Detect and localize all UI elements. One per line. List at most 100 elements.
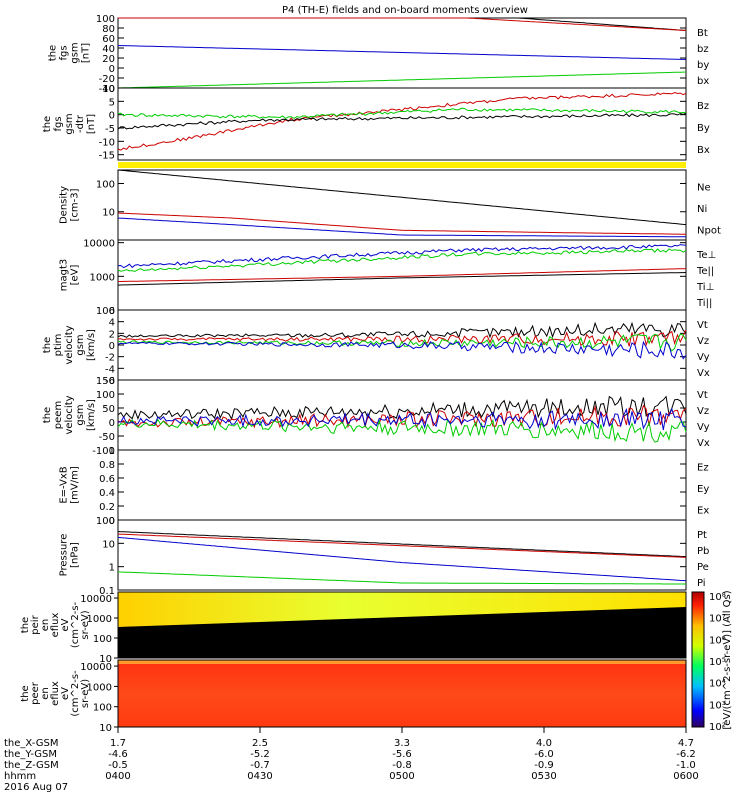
y-tick-label: 0.2 [99, 502, 115, 513]
legend-entry: bz [697, 44, 709, 55]
x-row-value: -0.5 [108, 760, 128, 771]
x-row-value: 4.0 [536, 738, 552, 749]
x-row-value: 4.7 [678, 738, 694, 749]
y-tick-label: 2 [109, 329, 115, 340]
legend-entry: Ti⊥ [696, 282, 714, 293]
legend-entry: Bx [697, 145, 710, 156]
legend-entry: Vy [697, 422, 710, 433]
legend-entry: Vt [697, 390, 708, 401]
x-row-value: -0.7 [250, 760, 270, 771]
x-row-value: -6.2 [676, 749, 696, 760]
series-Pe [117, 571, 686, 585]
series-Ni [117, 169, 687, 226]
y-axis-label: E=-VxB [59, 466, 70, 503]
y-tick-label: 150 [96, 376, 115, 387]
x-axis: the_X-GSM 1.7 2.5 3.3 4.0 4.7 the_Y-GSM -4.6 -5.… [4, 727, 699, 793]
y-axis-label: [eV] [70, 265, 81, 286]
series-Npot [117, 217, 686, 238]
legend-entry: bx [697, 76, 709, 87]
series-bx [117, 45, 687, 60]
x-row-value: 1.7 [110, 738, 126, 749]
y-tick-label: 10 [99, 654, 112, 665]
y-tick-label: 60 [102, 34, 115, 45]
panel-4: 100 1000 10000 magt3 [eV] Te⊥ Te|| Ti⊥ Ti|| [59, 239, 717, 317]
y-axis-label: peir [30, 614, 41, 634]
legend-entry: Pe [697, 562, 709, 573]
y-tick-label: 10000 [83, 239, 115, 250]
x-row-value: 3.3 [394, 738, 410, 749]
series-Bx [117, 112, 687, 130]
y-axis-label: [cm-3] [70, 188, 81, 221]
y-axis-label: [mV/m] [70, 466, 81, 504]
y-tick-label: 100 [96, 306, 115, 317]
legend-entry: by [697, 60, 709, 71]
y-axis-label: velocity [64, 325, 75, 364]
y-tick-label: -10 [99, 137, 115, 148]
y-axis-label: the [20, 685, 31, 701]
y-tick-label: 0.1 [99, 586, 115, 597]
y-tick-label: 10 [102, 84, 115, 95]
x-row-value: 0530 [531, 771, 556, 782]
y-axis-label: -dtr [75, 114, 86, 133]
y-tick-label: 0 [109, 516, 115, 527]
x-row-value: -0.9 [534, 760, 554, 771]
legend-entry: Bz [697, 101, 709, 112]
x-date-label: 2016 Aug 07 [4, 782, 68, 793]
legend-entry: Ni [697, 204, 707, 215]
y-tick-label: 1 [109, 446, 115, 457]
series-Pt [117, 531, 687, 558]
electron-top-band [118, 660, 686, 664]
y-tick-label: 80 [102, 24, 115, 35]
legend-entry: By [697, 123, 710, 134]
x-row-label: the_X-GSM [4, 738, 58, 749]
y-tick-label: 100 [96, 179, 115, 190]
y-axis-label: the [20, 617, 31, 633]
x-row-label: hhmm [4, 771, 36, 782]
y-tick-label: 1000 [87, 682, 112, 693]
legend-entry: Ey [697, 484, 709, 495]
y-tick-label: -6 [105, 376, 115, 387]
y-tick-label: 6 [109, 306, 115, 317]
series-Bz [117, 91, 687, 151]
y-axis-label: sr-eV) [80, 679, 91, 708]
x-row-label: the_Z-GSM [4, 760, 59, 771]
y-axis-label: eV [60, 618, 71, 631]
spectrogram-2: 10 100 1000 10000 the peer en eflux eV (cm^2-s-sr… [20, 659, 687, 734]
y-tick-label: 0 [109, 341, 115, 352]
y-axis-label: gsm [75, 404, 86, 425]
y-tick-label: 100 [96, 516, 115, 527]
y-tick-label: 0 [109, 111, 115, 122]
legend-entry: Vx [697, 438, 710, 449]
panel-frame [117, 449, 687, 521]
series-Pi [117, 536, 687, 582]
ion-flux-band [118, 592, 686, 627]
y-tick-label: 1000 [87, 614, 112, 625]
y-tick-label: 20 [102, 54, 115, 65]
legend-entry: Vt [697, 320, 708, 331]
y-axis-label: velocity [64, 395, 75, 434]
panel-2: -15 -10 -5 0 5 10 the fgs gsm -dtr [nT] Bz By Bx [42, 84, 710, 162]
y-axis-label: gsm [70, 42, 81, 63]
y-axis-label: the [42, 337, 53, 353]
y-axis-label: ptim [53, 334, 64, 357]
y-axis-label: peem [53, 401, 64, 429]
y-axis-label: eflux [50, 613, 61, 638]
y-tick-label: 10 [102, 539, 115, 550]
figure-title: P4 (TH-E) fields and on-board moments ov… [282, 5, 528, 16]
y-tick-label: 5 [109, 97, 115, 108]
legend-entry: Ex [697, 505, 709, 516]
y-tick-label: 10 [102, 208, 115, 219]
legend-entry: Bt [697, 28, 708, 39]
y-tick-label: 4 [109, 318, 115, 329]
y-axis-label: (cm^2-s- [70, 670, 81, 717]
legend-entry: Vy [697, 352, 710, 363]
x-row-value: -0.8 [392, 760, 412, 771]
colorbar: 10² 10³ 10⁴ 10⁵ 10⁶ 10⁷ 10⁸[eV/(cm^2-s-sr-eV)]… [691, 590, 733, 733]
series-Ne [117, 212, 686, 235]
legend-entry: Ne [697, 183, 711, 194]
y-axis-label: en [40, 687, 51, 700]
y-axis-label: en [40, 619, 51, 632]
panel-3: 10 100 Density [cm-3] Ne Ni Npot [59, 169, 721, 241]
x-row-value: 0400 [105, 771, 130, 782]
